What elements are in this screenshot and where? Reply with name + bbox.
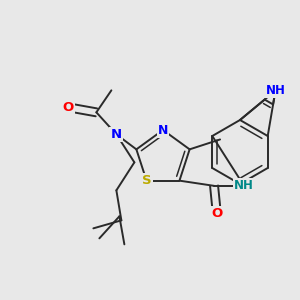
Text: NH: NH — [234, 179, 254, 192]
Text: O: O — [211, 207, 223, 220]
Text: N: N — [158, 124, 168, 136]
Text: N: N — [111, 128, 122, 141]
Text: S: S — [142, 174, 152, 187]
Text: O: O — [63, 101, 74, 114]
Text: NH: NH — [266, 84, 285, 97]
